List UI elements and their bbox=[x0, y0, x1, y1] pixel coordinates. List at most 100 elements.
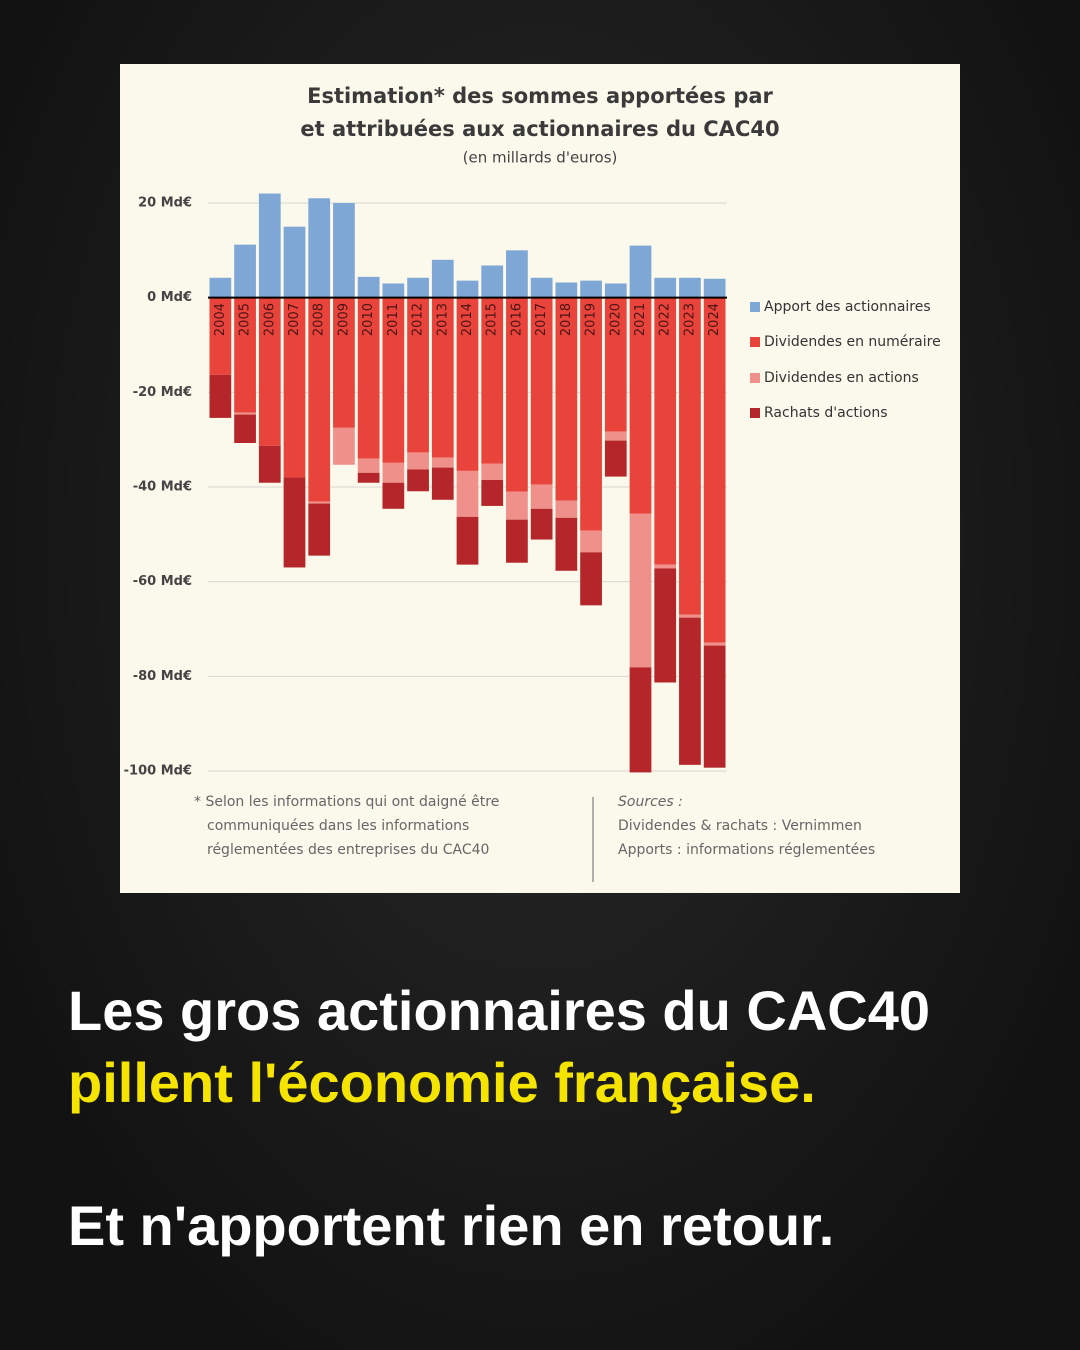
footnote: communiquées dans les informations bbox=[207, 818, 469, 834]
bar-segment bbox=[407, 469, 429, 492]
x-tick-label: 2013 bbox=[435, 303, 450, 336]
bar-segment bbox=[456, 280, 479, 298]
x-tick-label: 2020 bbox=[608, 303, 623, 336]
bar-segment bbox=[481, 265, 504, 298]
bar-segment bbox=[382, 462, 405, 483]
x-tick-label: 2010 bbox=[361, 303, 376, 336]
bar-segment bbox=[604, 431, 627, 441]
bar-segment bbox=[629, 667, 652, 773]
bar-segment bbox=[580, 297, 602, 531]
bar-segment bbox=[308, 503, 331, 556]
bar-segment bbox=[283, 297, 306, 478]
bar-segment bbox=[580, 280, 602, 298]
x-tick-label: 2008 bbox=[312, 303, 327, 336]
bar-segment bbox=[506, 297, 528, 492]
bar-segment bbox=[234, 412, 256, 415]
bar-segment bbox=[308, 297, 331, 502]
y-tick-label: 20 Md€ bbox=[138, 196, 192, 211]
bar-segment bbox=[530, 508, 553, 540]
bar-segment bbox=[654, 297, 677, 565]
caption-highlight: pillent l'économie française. bbox=[68, 1051, 816, 1114]
chart-title: et attribuées aux actionnaires du CAC40 bbox=[300, 117, 779, 141]
bar-segment bbox=[308, 198, 331, 298]
bar-segment bbox=[703, 297, 726, 643]
bar-segment bbox=[234, 244, 256, 298]
legend-swatch bbox=[750, 337, 760, 347]
x-tick-label: 2017 bbox=[534, 303, 549, 336]
bar-segment bbox=[654, 568, 677, 683]
bar-segment bbox=[530, 484, 553, 509]
x-tick-label: 2018 bbox=[559, 303, 574, 336]
bar-segment bbox=[456, 470, 479, 517]
y-tick-label: -100 Md€ bbox=[124, 764, 192, 779]
caption: Et n'apportent rien en retour. bbox=[68, 1194, 835, 1257]
y-tick-label: -60 Md€ bbox=[133, 574, 192, 589]
y-tick-label: 0 Md€ bbox=[147, 290, 192, 305]
legend-swatch bbox=[750, 373, 760, 383]
x-tick-label: 2012 bbox=[411, 303, 426, 336]
bar-segment bbox=[382, 297, 405, 463]
bar-segment bbox=[407, 297, 429, 453]
bar-segment bbox=[555, 500, 578, 518]
source: Sources : bbox=[618, 794, 683, 810]
bar-segment bbox=[283, 226, 306, 298]
legend-swatch bbox=[750, 408, 760, 418]
x-tick-label: 2021 bbox=[633, 303, 648, 336]
bar-segment bbox=[431, 467, 454, 500]
bar-segment bbox=[308, 501, 331, 504]
bar-segment bbox=[604, 283, 627, 298]
bar-segment bbox=[703, 645, 726, 768]
x-tick-label: 2019 bbox=[584, 303, 599, 336]
bar-segment bbox=[357, 472, 380, 483]
x-tick-label: 2009 bbox=[336, 303, 351, 336]
footnote: * Selon les informations qui ont daigné … bbox=[194, 794, 499, 810]
bar-segment bbox=[431, 259, 454, 298]
bar-segment bbox=[333, 427, 355, 465]
x-tick-label: 2004 bbox=[213, 303, 228, 336]
footnote: réglementées des entreprises du CAC40 bbox=[207, 842, 489, 858]
bar-segment bbox=[456, 297, 479, 471]
bar-segment bbox=[506, 519, 528, 563]
bar-segment bbox=[703, 278, 726, 298]
bar-segment bbox=[357, 297, 380, 459]
bar-segment bbox=[604, 440, 627, 477]
x-tick-label: 2007 bbox=[287, 303, 302, 336]
bar-segment bbox=[654, 564, 677, 569]
x-tick-label: 2011 bbox=[386, 303, 401, 336]
bar-segment bbox=[209, 297, 232, 375]
x-tick-label: 2005 bbox=[238, 303, 253, 336]
legend-label: Apport des actionnaires bbox=[764, 299, 931, 315]
source: Dividendes & rachats : Vernimmen bbox=[618, 818, 862, 834]
bar-segment bbox=[481, 297, 504, 464]
bar-segment bbox=[580, 552, 602, 606]
bar-segment bbox=[654, 277, 677, 298]
bar-segment bbox=[629, 245, 652, 298]
bar-segment bbox=[679, 614, 701, 618]
bar-segment bbox=[431, 457, 454, 468]
x-tick-label: 2024 bbox=[707, 303, 722, 336]
bar-segment bbox=[258, 297, 281, 446]
bar-segment bbox=[407, 277, 429, 298]
chart: Estimation* des sommes apportées par et … bbox=[120, 64, 960, 893]
y-tick-label: -20 Md€ bbox=[133, 385, 192, 400]
x-tick-label: 2014 bbox=[460, 303, 475, 336]
bar-segment bbox=[506, 250, 528, 298]
bar-segment bbox=[333, 203, 355, 298]
source: Apports : informations réglementées bbox=[618, 842, 875, 858]
bar-segment bbox=[382, 482, 405, 509]
bar-segment bbox=[679, 277, 701, 298]
bar-segment bbox=[234, 297, 256, 413]
x-tick-label: 2022 bbox=[658, 303, 673, 336]
legend-label: Rachats d'actions bbox=[764, 405, 888, 421]
x-tick-label: 2016 bbox=[509, 303, 524, 336]
chart-subtitle: (en millards d'euros) bbox=[463, 149, 618, 167]
x-tick-label: 2006 bbox=[262, 303, 277, 336]
bar-segment bbox=[555, 282, 578, 298]
bar-segment bbox=[456, 516, 479, 565]
bar-segment bbox=[629, 513, 652, 668]
bar-segment bbox=[382, 283, 405, 298]
chart-title: Estimation* des sommes apportées par bbox=[307, 84, 773, 108]
bar-segment bbox=[555, 297, 578, 501]
bar-segment bbox=[357, 276, 380, 298]
bar-segment bbox=[431, 297, 454, 458]
